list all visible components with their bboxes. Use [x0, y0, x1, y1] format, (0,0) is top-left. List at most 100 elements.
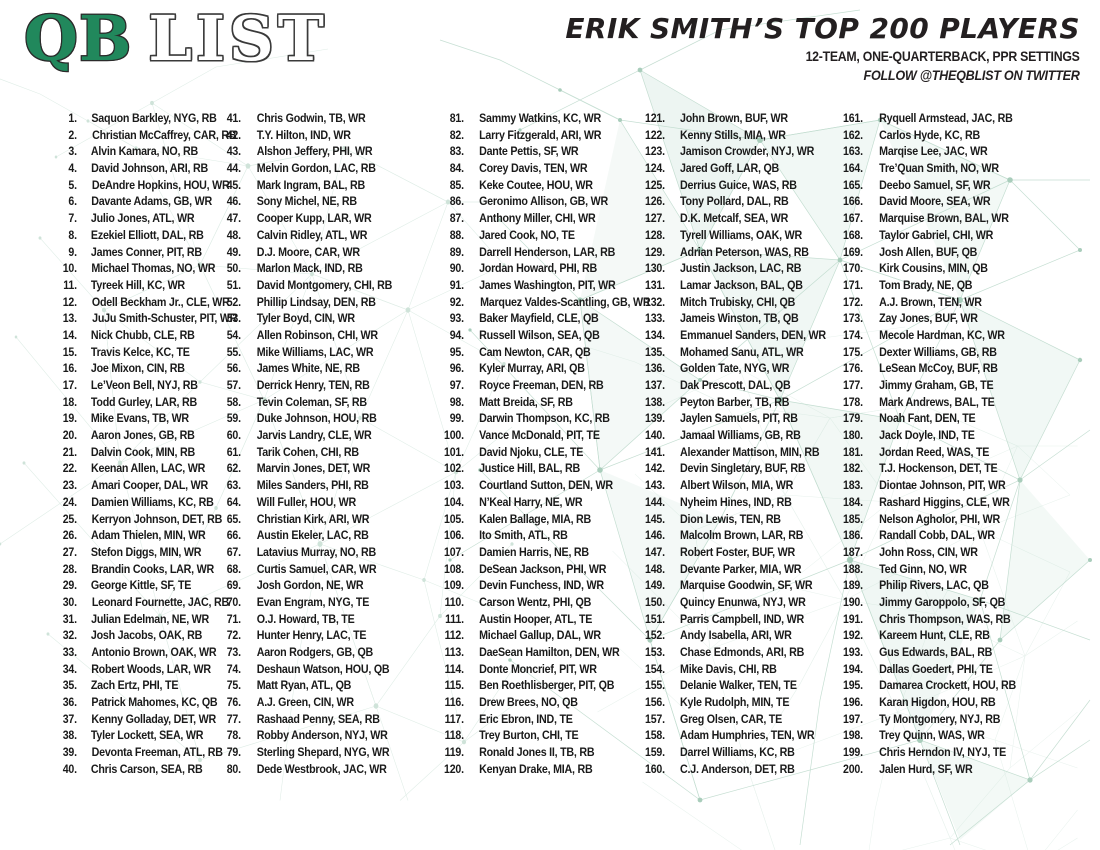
- player-row: 110. Carson Wentz, PHI, QB: [437, 597, 628, 614]
- player-row: 17. Le’Veon Bell, NYJ, RB: [50, 380, 207, 397]
- player-row: 198. Trey Quinn, WAS, WR: [836, 730, 1058, 747]
- player-name-team-position: Emmanuel Sanders, DEN, WR: [680, 329, 826, 342]
- player-row: 16. Joe Mixon, CIN, RB: [50, 363, 207, 380]
- player-name-team-position: Jimmy Garoppolo, SF, QB: [879, 596, 1006, 609]
- player-name-team-position: Baker Mayfield, CLE, QB: [479, 313, 599, 326]
- player-name-team-position: Damien Harris, NE, RB: [479, 546, 589, 559]
- player-row: 84. Corey Davis, TEN, WR: [437, 163, 628, 180]
- player-rank-number: 6.: [68, 196, 77, 209]
- player-name-team-position: Carlos Hyde, KC, RB: [879, 129, 980, 142]
- player-rank-number: 194.: [843, 663, 863, 676]
- player-name-team-position: Tyreek Hill, KC, WR: [90, 279, 185, 292]
- player-row: 64. Will Fuller, HOU, WR: [214, 497, 423, 514]
- player-rank-number: 96.: [449, 363, 464, 376]
- player-rank-number: 27.: [62, 546, 77, 559]
- player-name-team-position: Kenny Golladay, DET, WR: [91, 713, 216, 726]
- player-row: 173. Zay Jones, BUF, WR: [836, 313, 1058, 330]
- player-rank-number: 141.: [645, 446, 665, 459]
- player-name-team-position: Jared Goff, LAR, QB: [680, 163, 780, 176]
- player-name-team-position: Parris Campbell, IND, WR: [680, 613, 805, 626]
- player-row: 6. Davante Adams, GB, WR: [50, 196, 212, 213]
- player-row: 72. Hunter Henry, LAC, TE: [214, 630, 423, 647]
- player-row: 171. Tom Brady, NE, QB: [836, 280, 1058, 297]
- player-name-team-position: Hunter Henry, LAC, TE: [256, 630, 367, 643]
- player-rank-number: 7.: [68, 213, 77, 226]
- player-row: 141. Alexander Mattison, MIN, RB: [638, 447, 828, 464]
- player-row: 95. Cam Newton, CAR, QB: [437, 347, 628, 364]
- player-name-team-position: Allen Robinson, CHI, WR: [256, 329, 378, 342]
- player-rank-number: 38.: [62, 730, 77, 743]
- player-row: 177. Jimmy Graham, GB, TE: [836, 380, 1058, 397]
- player-name-team-position: Devonta Freeman, ATL, RB: [91, 747, 223, 760]
- player-name-team-position: Robert Woods, LAR, WR: [91, 663, 211, 676]
- player-name-team-position: Kareem Hunt, CLE, RB: [879, 630, 990, 643]
- player-rank-number: 98.: [449, 396, 464, 409]
- logo-text-qb: QB: [23, 2, 133, 75]
- player-row: 184. Rashard Higgins, CLE, WR: [836, 497, 1058, 514]
- player-rank-number: 54.: [226, 329, 241, 342]
- player-rank-number: 182.: [843, 463, 863, 476]
- player-row: 20. Aaron Jones, GB, RB: [50, 430, 207, 447]
- header-title-block: ERIK SMITH’S TOP 200 PLAYERS 12-TEAM, ON…: [565, 8, 1086, 84]
- player-row: 193. Gus Edwards, BAL, RB: [836, 647, 1058, 664]
- player-row: 175. Dexter Williams, GB, RB: [836, 347, 1058, 364]
- player-rank-number: 165.: [843, 179, 863, 192]
- player-name-team-position: Jared Cook, NO, TE: [479, 229, 575, 242]
- player-name-team-position: Royce Freeman, DEN, RB: [479, 380, 604, 392]
- player-row: 71. O.J. Howard, TB, TE: [214, 614, 423, 631]
- player-row: 67. Latavius Murray, NO, RB: [214, 547, 423, 564]
- player-name-team-position: Courtland Sutton, DEN, WR: [479, 480, 613, 493]
- player-rank-number: 181.: [843, 446, 863, 459]
- player-rank-number: 46.: [226, 196, 241, 209]
- player-name-team-position: Derrius Guice, WAS, RB: [680, 179, 797, 192]
- player-name-team-position: Kerryon Johnson, DET, RB: [91, 513, 223, 526]
- player-rank-number: 32.: [62, 630, 77, 643]
- player-row: 130. Justin Jackson, LAC, RB: [638, 263, 828, 280]
- player-name-team-position: Adrian Peterson, WAS, RB: [680, 246, 809, 259]
- player-rank-number: 95.: [449, 346, 464, 359]
- player-name-team-position: Josh Allen, BUF, QB: [879, 246, 978, 259]
- player-name-team-position: Adam Thielen, MIN, WR: [90, 530, 206, 543]
- player-name-team-position: Jordan Howard, PHI, RB: [479, 263, 597, 276]
- player-row: 183. Diontae Johnson, PIT, WR: [836, 480, 1058, 497]
- rankings-columns: 1. Saquon Barkley, NYG, RB 2. Christian McC…: [0, 105, 1100, 781]
- player-name-team-position: Mohamed Sanu, ATL, WR: [680, 346, 804, 359]
- player-row: 37. Kenny Golladay, DET, WR: [50, 714, 216, 731]
- player-rank-number: 11.: [63, 279, 77, 292]
- player-row: 115. Ben Roethlisberger, PIT, QB: [437, 680, 628, 697]
- player-name-team-position: Jimmy Graham, GB, TE: [879, 380, 994, 392]
- player-row: 161. Ryquell Armstead, JAC, RB: [836, 113, 1058, 130]
- player-rank-number: 74.: [226, 663, 241, 676]
- player-rank-number: 107.: [444, 546, 464, 559]
- player-rank-number: 118.: [444, 730, 464, 743]
- player-rank-number: 20.: [62, 430, 77, 443]
- player-row: 90. Jordan Howard, PHI, RB: [437, 263, 628, 280]
- player-name-team-position: Jordan Reed, WAS, TE: [879, 446, 990, 459]
- page-subtitle: 12-TEAM, ONE-QUARTERBACK, PPR SETTINGS: [805, 48, 1080, 65]
- player-rank-number: 65.: [226, 513, 241, 526]
- player-name-team-position: Christian Kirk, ARI, WR: [256, 513, 370, 526]
- player-name-team-position: David Njoku, CLE, TE: [479, 446, 584, 459]
- player-name-team-position: Alshon Jeffery, PHI, WR: [256, 146, 373, 159]
- player-row: 73. Aaron Rodgers, GB, QB: [214, 647, 423, 664]
- player-name-team-position: Mark Andrews, BAL, TE: [879, 396, 995, 409]
- page-title: ERIK SMITH’S TOP 200 PLAYERS: [565, 12, 1080, 45]
- player-rank-number: 140.: [645, 430, 665, 443]
- player-rank-number: 147.: [645, 546, 665, 559]
- player-rank-number: 195.: [843, 680, 863, 693]
- player-name-team-position: DeAndre Hopkins, HOU, WR: [91, 179, 230, 192]
- player-rank-number: 21.: [62, 446, 77, 459]
- player-rank-number: 137.: [645, 380, 665, 392]
- player-row: 140. Jamaal Williams, GB, RB: [638, 430, 828, 447]
- player-rank-number: 29.: [62, 580, 77, 593]
- player-rank-number: 82.: [449, 129, 464, 142]
- player-rank-number: 79.: [226, 747, 241, 760]
- player-name-team-position: Chris Thompson, WAS, RB: [879, 613, 1011, 626]
- player-name-team-position: Jamison Crowder, NYJ, WR: [680, 146, 815, 159]
- player-name-team-position: Adam Humphries, TEN, WR: [680, 730, 815, 743]
- player-rank-number: 172.: [843, 296, 863, 309]
- player-name-team-position: Gus Edwards, BAL, RB: [879, 647, 993, 659]
- player-row: 75. Matt Ryan, ATL, QB: [214, 680, 423, 697]
- player-name-team-position: Greg Olsen, CAR, TE: [680, 713, 783, 726]
- player-rank-number: 50.: [226, 263, 241, 276]
